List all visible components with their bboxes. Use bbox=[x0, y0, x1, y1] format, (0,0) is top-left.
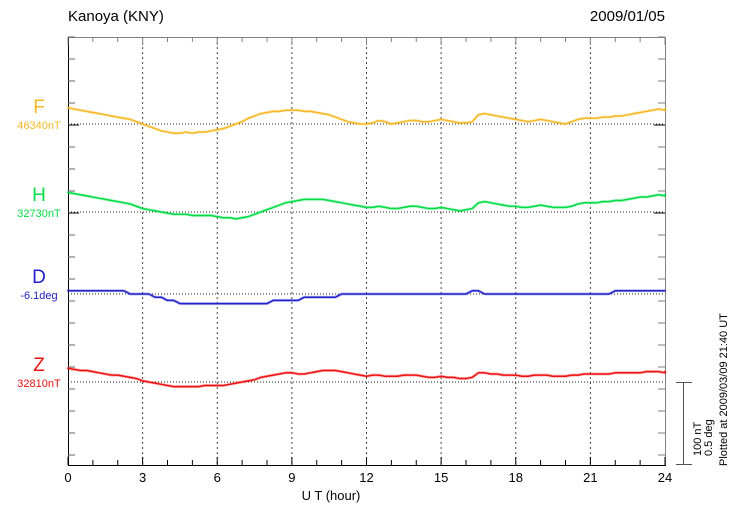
x-tick-label-0: 0 bbox=[64, 470, 72, 485]
chart-canvas bbox=[66, 36, 667, 465]
scalebar-label-deg: 0.5 deg bbox=[703, 419, 715, 456]
component-baseline-F: 46340nT bbox=[17, 120, 61, 132]
x-tick-label-21: 21 bbox=[583, 470, 598, 485]
x-tick-label-18: 18 bbox=[508, 470, 523, 485]
plot-frame-bottom bbox=[68, 465, 666, 466]
component-label-H: H 32730nT bbox=[10, 186, 68, 221]
component-baseline-D: -6.1deg bbox=[20, 290, 58, 302]
page-title: Kanoya (KNY) bbox=[68, 8, 164, 25]
component-letter-F: F bbox=[33, 97, 45, 118]
plot-frame-right bbox=[665, 37, 666, 466]
x-tick-label-15: 15 bbox=[433, 470, 449, 485]
x-tick-label-3: 3 bbox=[139, 470, 147, 485]
component-baseline-H: 32730nT bbox=[17, 208, 61, 220]
observation-date: 2009/01/05 bbox=[589, 8, 665, 25]
component-letter-Z: Z bbox=[33, 355, 45, 376]
x-tick-label-6: 6 bbox=[213, 470, 221, 485]
component-label-D: D -6.1deg bbox=[10, 268, 68, 303]
scalebar-line bbox=[683, 382, 684, 465]
x-axis-label: U T (hour) bbox=[301, 488, 361, 503]
scalebar-top-cap bbox=[676, 382, 692, 383]
x-tick-label-12: 12 bbox=[359, 470, 374, 485]
plot-frame-left bbox=[68, 37, 69, 466]
magnetogram-plot-area bbox=[66, 36, 667, 465]
component-baseline-Z: 32810nT bbox=[17, 378, 61, 390]
component-letter-D: D bbox=[32, 267, 46, 288]
component-letter-H: H bbox=[32, 185, 46, 206]
scalebar-bottom-cap bbox=[676, 464, 692, 465]
x-tick-label-9: 9 bbox=[288, 470, 296, 485]
plotted-timestamp: Plotted at 2009/03/09 21:40 UT bbox=[718, 313, 730, 466]
x-tick-label-24: 24 bbox=[657, 470, 673, 485]
component-label-F: F 46340nT bbox=[10, 98, 68, 133]
component-label-Z: Z 32810nT bbox=[10, 356, 68, 391]
